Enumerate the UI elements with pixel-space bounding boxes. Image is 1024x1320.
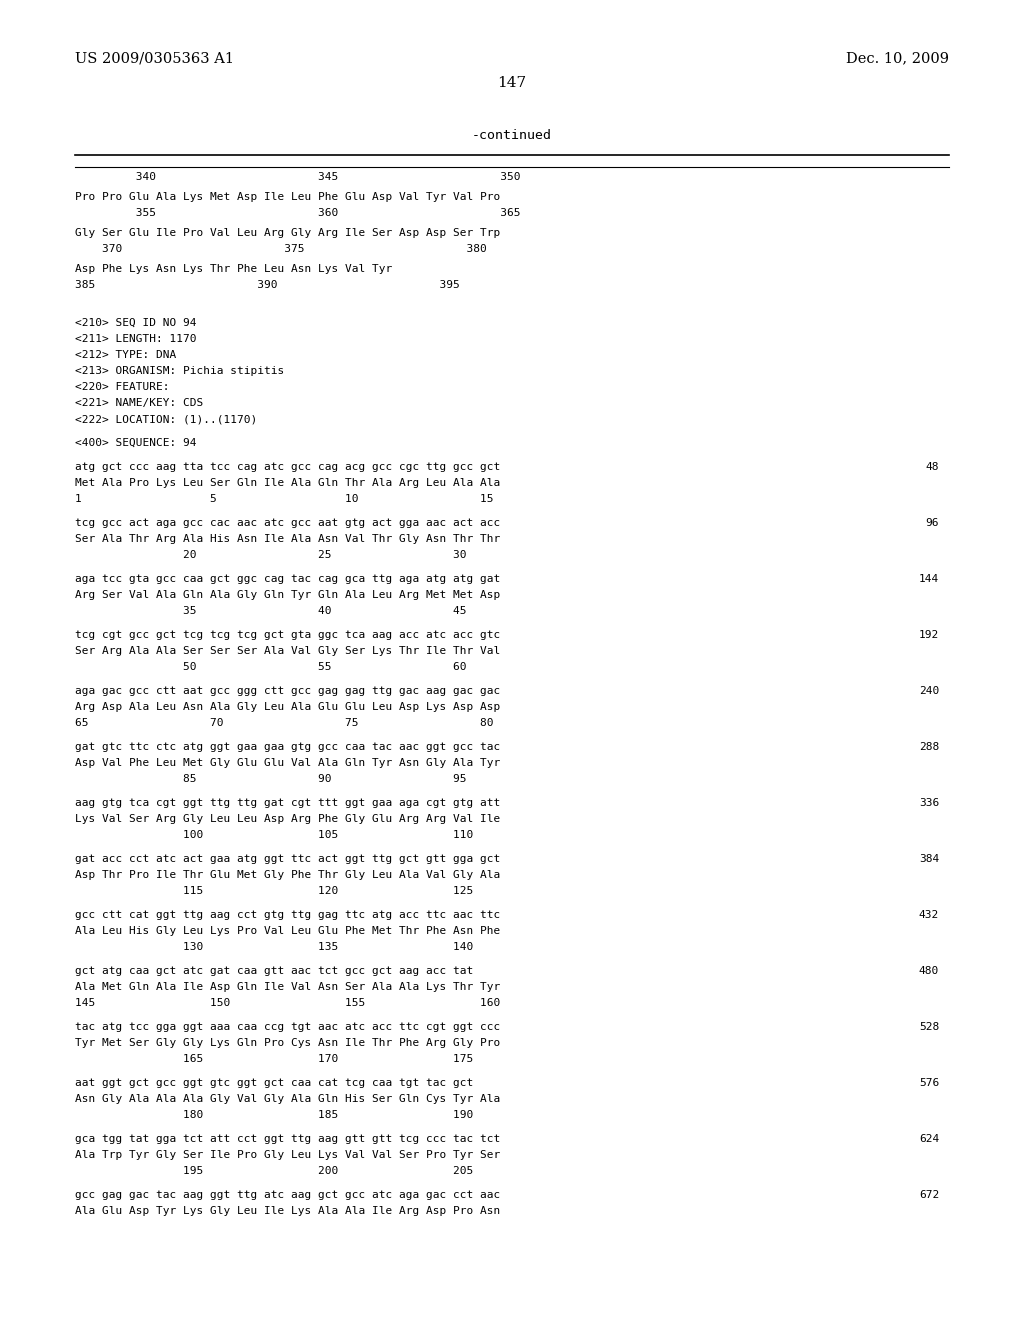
Text: aga gac gcc ctt aat gcc ggg ctt gcc gag gag ttg gac aag gac gac: aga gac gcc ctt aat gcc ggg ctt gcc gag …	[75, 686, 501, 696]
Text: gca tgg tat gga tct att cct ggt ttg aag gtt gtt tcg ccc tac tct: gca tgg tat gga tct att cct ggt ttg aag …	[75, 1134, 501, 1144]
Text: tcg gcc act aga gcc cac aac atc gcc aat gtg act gga aac act acc: tcg gcc act aga gcc cac aac atc gcc aat …	[75, 517, 501, 528]
Text: 370                        375                        380: 370 375 380	[75, 244, 486, 253]
Text: 195                 200                 205: 195 200 205	[75, 1166, 473, 1176]
Text: <222> LOCATION: (1)..(1170): <222> LOCATION: (1)..(1170)	[75, 414, 257, 424]
Text: Asp Phe Lys Asn Lys Thr Phe Leu Asn Lys Val Tyr: Asp Phe Lys Asn Lys Thr Phe Leu Asn Lys …	[75, 264, 392, 275]
Text: aga tcc gta gcc caa gct ggc cag tac cag gca ttg aga atg atg gat: aga tcc gta gcc caa gct ggc cag tac cag …	[75, 574, 501, 583]
Text: 384: 384	[919, 854, 939, 865]
Text: 35                  40                  45: 35 40 45	[75, 606, 467, 616]
Text: <400> SEQUENCE: 94: <400> SEQUENCE: 94	[75, 438, 197, 447]
Text: Ala Leu His Gly Leu Lys Pro Val Leu Glu Phe Met Thr Phe Asn Phe: Ala Leu His Gly Leu Lys Pro Val Leu Glu …	[75, 927, 501, 936]
Text: tcg cgt gcc gct tcg tcg tcg gct gta ggc tca aag acc atc acc gtc: tcg cgt gcc gct tcg tcg tcg gct gta ggc …	[75, 630, 501, 640]
Text: tac atg tcc gga ggt aaa caa ccg tgt aac atc acc ttc cgt ggt ccc: tac atg tcc gga ggt aaa caa ccg tgt aac …	[75, 1022, 501, 1032]
Text: aat ggt gct gcc ggt gtc ggt gct caa cat tcg caa tgt tac gct: aat ggt gct gcc ggt gtc ggt gct caa cat …	[75, 1078, 473, 1088]
Text: Met Ala Pro Lys Leu Ser Gln Ile Ala Gln Thr Ala Arg Leu Ala Ala: Met Ala Pro Lys Leu Ser Gln Ile Ala Gln …	[75, 478, 501, 488]
Text: <210> SEQ ID NO 94: <210> SEQ ID NO 94	[75, 318, 197, 327]
Text: Lys Val Ser Arg Gly Leu Leu Asp Arg Phe Gly Glu Arg Arg Val Ile: Lys Val Ser Arg Gly Leu Leu Asp Arg Phe …	[75, 814, 501, 824]
Text: <212> TYPE: DNA: <212> TYPE: DNA	[75, 350, 176, 360]
Text: Arg Asp Ala Leu Asn Ala Gly Leu Ala Glu Glu Leu Asp Lys Asp Asp: Arg Asp Ala Leu Asn Ala Gly Leu Ala Glu …	[75, 702, 501, 711]
Text: 432: 432	[919, 909, 939, 920]
Text: Asp Thr Pro Ile Thr Glu Met Gly Phe Thr Gly Leu Ala Val Gly Ala: Asp Thr Pro Ile Thr Glu Met Gly Phe Thr …	[75, 870, 501, 880]
Text: Asp Val Phe Leu Met Gly Glu Glu Val Ala Gln Tyr Asn Gly Ala Tyr: Asp Val Phe Leu Met Gly Glu Glu Val Ala …	[75, 758, 501, 768]
Text: gcc ctt cat ggt ttg aag cct gtg ttg gag ttc atg acc ttc aac ttc: gcc ctt cat ggt ttg aag cct gtg ttg gag …	[75, 909, 501, 920]
Text: <211> LENGTH: 1170: <211> LENGTH: 1170	[75, 334, 197, 345]
Text: 145                 150                 155                 160: 145 150 155 160	[75, 998, 501, 1008]
Text: 50                  55                  60: 50 55 60	[75, 663, 467, 672]
Text: Ala Trp Tyr Gly Ser Ile Pro Gly Leu Lys Val Val Ser Pro Tyr Ser: Ala Trp Tyr Gly Ser Ile Pro Gly Leu Lys …	[75, 1150, 501, 1160]
Text: 672: 672	[919, 1191, 939, 1200]
Text: Ser Arg Ala Ala Ser Ser Ser Ala Val Gly Ser Lys Thr Ile Thr Val: Ser Arg Ala Ala Ser Ser Ser Ala Val Gly …	[75, 645, 501, 656]
Text: <221> NAME/KEY: CDS: <221> NAME/KEY: CDS	[75, 399, 203, 408]
Text: gat acc cct atc act gaa atg ggt ttc act ggt ttg gct gtt gga gct: gat acc cct atc act gaa atg ggt ttc act …	[75, 854, 501, 865]
Text: Tyr Met Ser Gly Gly Lys Gln Pro Cys Asn Ile Thr Phe Arg Gly Pro: Tyr Met Ser Gly Gly Lys Gln Pro Cys Asn …	[75, 1038, 501, 1048]
Text: Ala Met Gln Ala Ile Asp Gln Ile Val Asn Ser Ala Ala Lys Thr Tyr: Ala Met Gln Ala Ile Asp Gln Ile Val Asn …	[75, 982, 501, 993]
Text: <220> FEATURE:: <220> FEATURE:	[75, 381, 170, 392]
Text: 130                 135                 140: 130 135 140	[75, 942, 473, 952]
Text: 147: 147	[498, 77, 526, 90]
Text: gat gtc ttc ctc atg ggt gaa gaa gtg gcc caa tac aac ggt gcc tac: gat gtc ttc ctc atg ggt gaa gaa gtg gcc …	[75, 742, 501, 752]
Text: Dec. 10, 2009: Dec. 10, 2009	[846, 51, 949, 65]
Text: 240: 240	[919, 686, 939, 696]
Text: 115                 120                 125: 115 120 125	[75, 886, 473, 896]
Text: Arg Ser Val Ala Gln Ala Gly Gln Tyr Gln Ala Leu Arg Met Met Asp: Arg Ser Val Ala Gln Ala Gly Gln Tyr Gln …	[75, 590, 501, 601]
Text: 96: 96	[926, 517, 939, 528]
Text: aag gtg tca cgt ggt ttg ttg gat cgt ttt ggt gaa aga cgt gtg att: aag gtg tca cgt ggt ttg ttg gat cgt ttt …	[75, 799, 501, 808]
Text: Gly Ser Glu Ile Pro Val Leu Arg Gly Arg Ile Ser Asp Asp Ser Trp: Gly Ser Glu Ile Pro Val Leu Arg Gly Arg …	[75, 228, 501, 238]
Text: 576: 576	[919, 1078, 939, 1088]
Text: 65                  70                  75                  80: 65 70 75 80	[75, 718, 494, 729]
Text: Pro Pro Glu Ala Lys Met Asp Ile Leu Phe Glu Asp Val Tyr Val Pro: Pro Pro Glu Ala Lys Met Asp Ile Leu Phe …	[75, 191, 501, 202]
Text: 20                  25                  30: 20 25 30	[75, 550, 467, 560]
Text: Ser Ala Thr Arg Ala His Asn Ile Ala Asn Val Thr Gly Asn Thr Thr: Ser Ala Thr Arg Ala His Asn Ile Ala Asn …	[75, 535, 501, 544]
Text: gct atg caa gct atc gat caa gtt aac tct gcc gct aag acc tat: gct atg caa gct atc gat caa gtt aac tct …	[75, 966, 473, 975]
Text: 528: 528	[919, 1022, 939, 1032]
Text: gcc gag gac tac aag ggt ttg atc aag gct gcc atc aga gac cct aac: gcc gag gac tac aag ggt ttg atc aag gct …	[75, 1191, 501, 1200]
Text: Asn Gly Ala Ala Ala Gly Val Gly Ala Gln His Ser Gln Cys Tyr Ala: Asn Gly Ala Ala Ala Gly Val Gly Ala Gln …	[75, 1094, 501, 1104]
Text: 1                   5                   10                  15: 1 5 10 15	[75, 494, 494, 504]
Text: -continued: -continued	[472, 129, 552, 143]
Text: 480: 480	[919, 966, 939, 975]
Text: 288: 288	[919, 742, 939, 752]
Text: 192: 192	[919, 630, 939, 640]
Text: 340                        345                        350: 340 345 350	[75, 172, 520, 182]
Text: 180                 185                 190: 180 185 190	[75, 1110, 473, 1119]
Text: 624: 624	[919, 1134, 939, 1144]
Text: 355                        360                        365: 355 360 365	[75, 209, 520, 218]
Text: US 2009/0305363 A1: US 2009/0305363 A1	[75, 51, 234, 65]
Text: <213> ORGANISM: Pichia stipitis: <213> ORGANISM: Pichia stipitis	[75, 366, 285, 376]
Text: 336: 336	[919, 799, 939, 808]
Text: atg gct ccc aag tta tcc cag atc gcc cag acg gcc cgc ttg gcc gct: atg gct ccc aag tta tcc cag atc gcc cag …	[75, 462, 501, 473]
Text: 85                  90                  95: 85 90 95	[75, 774, 467, 784]
Text: 100                 105                 110: 100 105 110	[75, 830, 473, 840]
Text: Ala Glu Asp Tyr Lys Gly Leu Ile Lys Ala Ala Ile Arg Asp Pro Asn: Ala Glu Asp Tyr Lys Gly Leu Ile Lys Ala …	[75, 1206, 501, 1216]
Text: 385                        390                        395: 385 390 395	[75, 280, 460, 290]
Text: 165                 170                 175: 165 170 175	[75, 1053, 473, 1064]
Text: 48: 48	[926, 462, 939, 473]
Text: 144: 144	[919, 574, 939, 583]
